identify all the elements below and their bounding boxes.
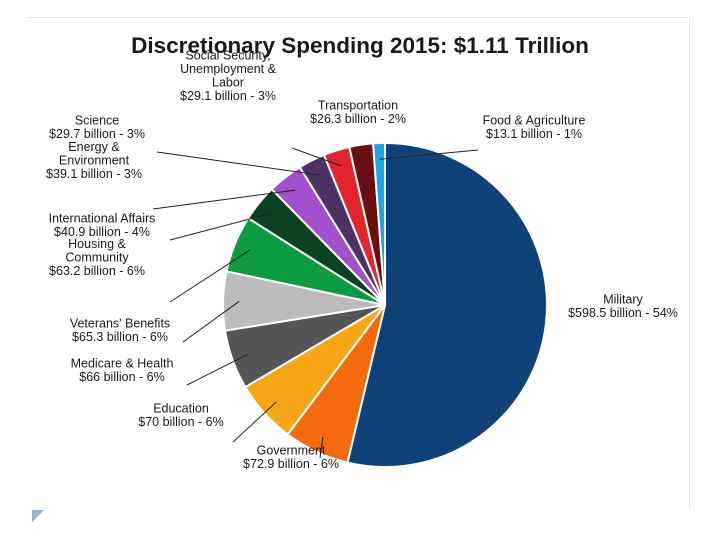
leader-line bbox=[351, 151, 364, 162]
data-label-social-security-unemployment-labor: Social Security, Unemployment & Labor $29.1… bbox=[180, 49, 277, 104]
data-label-transportation: Transportation $26.3 billion - 2% bbox=[310, 99, 406, 127]
leader-line bbox=[319, 436, 324, 459]
data-label-science: Science $29.7 billion - 3% bbox=[49, 114, 145, 142]
data-label-veterans-benefits: Veterans' Benefits $65.3 billion - 6% bbox=[70, 317, 170, 345]
data-label-military: Military $598.5 billion - 54% bbox=[568, 293, 678, 321]
slide-nav-arrow-icon[interactable] bbox=[32, 510, 44, 522]
data-label-housing-community: Housing & Community $63.2 billion - 6% bbox=[49, 237, 145, 278]
data-label-international-affairs: International Affairs $40.9 billion - 4% bbox=[49, 212, 156, 240]
leader-line bbox=[379, 149, 479, 160]
slide-frame bbox=[28, 17, 690, 509]
data-label-energy-environment: Energy & Environment $39.1 billion - 3% bbox=[46, 140, 142, 181]
leader-line bbox=[186, 353, 249, 386]
leader-line bbox=[156, 151, 320, 176]
leader-line bbox=[182, 300, 240, 343]
data-label-government: Government $72.9 billion - 6% bbox=[243, 444, 339, 472]
pie-slice-military bbox=[346, 141, 548, 468]
leader-line bbox=[291, 147, 342, 167]
leader-line bbox=[232, 401, 277, 443]
data-label-education: Education $70 billion - 6% bbox=[138, 402, 223, 430]
leader-line bbox=[152, 189, 296, 210]
leader-line bbox=[169, 249, 251, 303]
leader-line bbox=[169, 212, 272, 241]
data-label-medicare-health: Medicare & Health $66 billion - 6% bbox=[71, 357, 174, 385]
data-label-food-agriculture: Food & Agriculture $13.1 billion - 1% bbox=[483, 114, 586, 142]
pie-slice-food-agriculture bbox=[371, 141, 386, 306]
chart-title: Discretionary Spending 2015: $1.11 Trill… bbox=[131, 33, 589, 58]
